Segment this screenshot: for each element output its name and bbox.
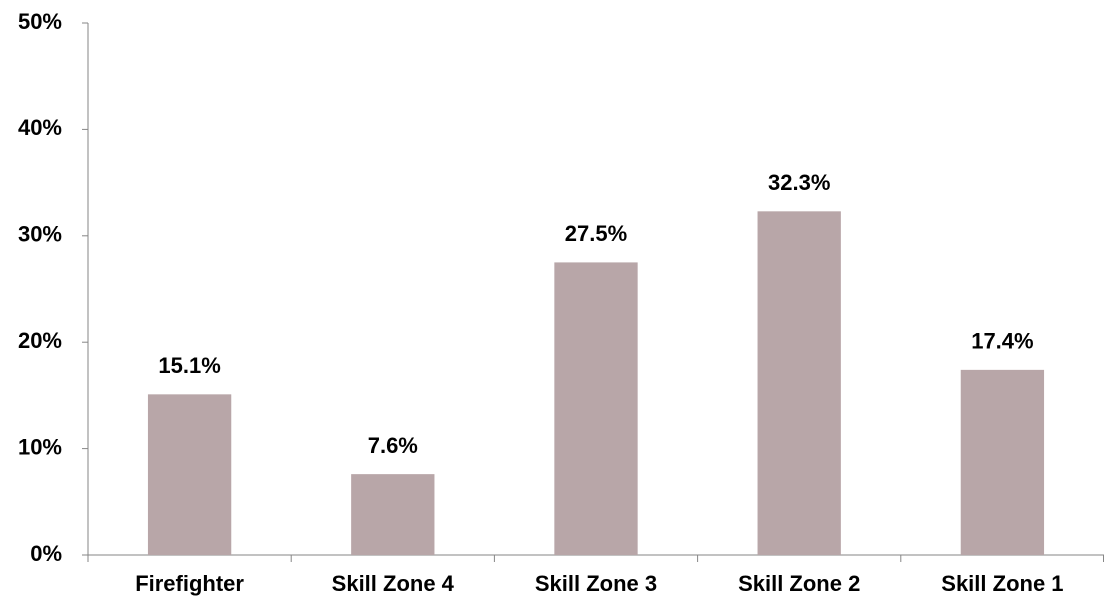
y-tick-label: 0%: [30, 541, 62, 566]
value-label: 27.5%: [565, 221, 627, 246]
x-tick-label: Skill Zone 2: [738, 571, 860, 596]
value-label: 15.1%: [158, 353, 220, 378]
value-label: 17.4%: [971, 329, 1033, 354]
y-tick-label: 40%: [18, 115, 62, 140]
bar: [757, 211, 841, 555]
x-tick-label: Skill Zone 1: [941, 571, 1063, 596]
bar: [960, 369, 1045, 555]
value-label: 32.3%: [768, 170, 830, 195]
bar: [554, 262, 638, 555]
y-tick-label: 20%: [18, 328, 62, 353]
x-tick-label: Firefighter: [135, 571, 244, 596]
bar: [147, 394, 232, 555]
x-tick-label: Skill Zone 4: [332, 571, 455, 596]
y-tick-label: 50%: [18, 9, 62, 34]
y-tick-label: 30%: [18, 222, 62, 247]
y-tick-label: 10%: [18, 434, 62, 459]
x-tick-label: Skill Zone 3: [535, 571, 657, 596]
bar: [351, 474, 435, 555]
value-label: 7.6%: [368, 433, 418, 458]
